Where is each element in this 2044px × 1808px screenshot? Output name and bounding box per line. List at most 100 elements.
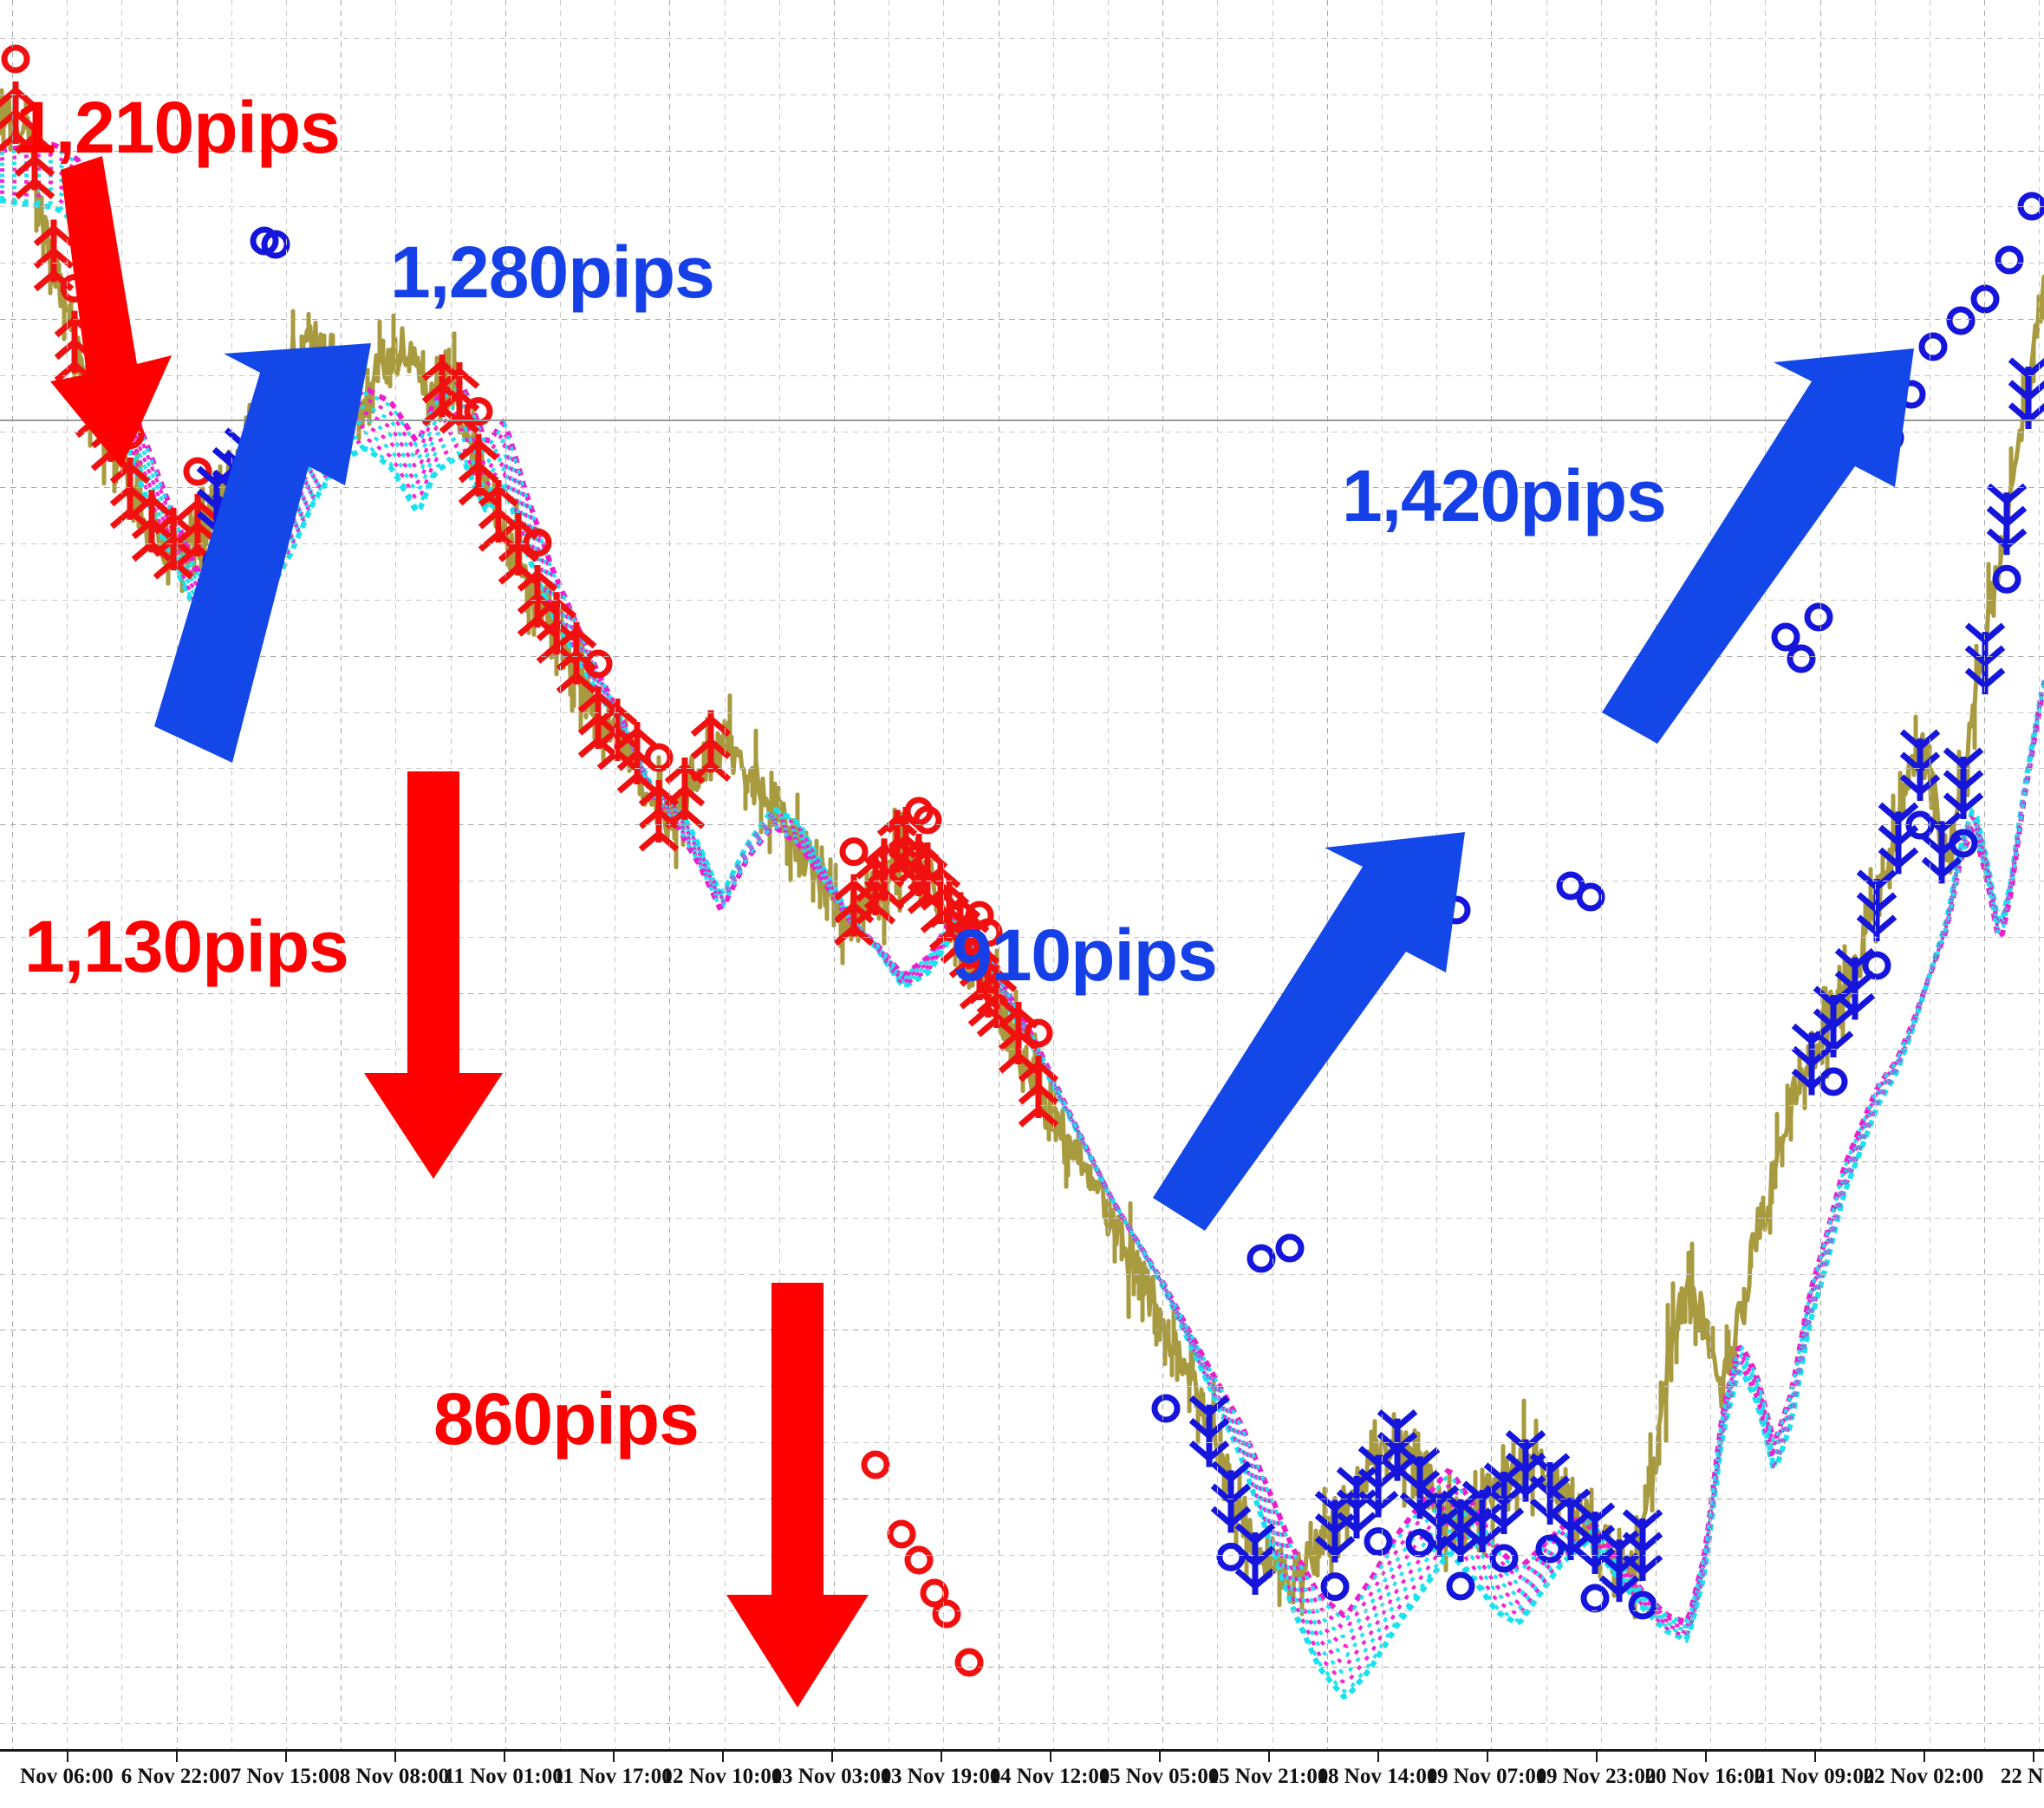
buy-circle-marker [1862, 951, 1891, 980]
x-axis-tick [504, 1751, 505, 1762]
buy-chevron-marker [1550, 1488, 1592, 1560]
cloud-magenta-line [0, 141, 2044, 1626]
buy-chevron-marker [1188, 1395, 1230, 1467]
x-axis-tick [722, 1751, 724, 1762]
x-axis-tick-label: 18 Nov 14:00 [1317, 1765, 1438, 1788]
buy-circle-marker [1949, 829, 1978, 858]
buy-circle-marker [1970, 284, 2000, 314]
x-axis-tick [285, 1751, 287, 1762]
buy-chevron-marker [1943, 747, 1984, 819]
buy-circle-marker [1905, 810, 1935, 840]
annotation-label-860pips: 860pips [433, 1378, 700, 1460]
x-axis-tick-label: 19 Nov 07:00 [1426, 1765, 1547, 1788]
buy-circle-marker [2017, 192, 2044, 221]
x-axis-tick [1487, 1751, 1488, 1762]
sell-chevron-marker [14, 127, 55, 199]
sell-circle-marker [973, 918, 1003, 947]
sell-circle-marker [861, 1450, 890, 1480]
buy-chevron-marker [1986, 483, 2028, 556]
x-axis-tick-label: 7 Nov 15:00 [230, 1765, 341, 1788]
x-axis-tick [2033, 1751, 2034, 1762]
x-axis-tick [1377, 1751, 1379, 1762]
x-axis-tick-label: 8 Nov 08:00 [339, 1765, 450, 1788]
buy-chevron-marker [1529, 1453, 1571, 1525]
x-axis-tick-label: 15 Nov 05:00 [1098, 1765, 1220, 1788]
x-axis-line [0, 1749, 2044, 1752]
x-axis-tick [1159, 1751, 1161, 1762]
buy-circle-marker [1320, 1572, 1350, 1602]
sell-chevron-marker [577, 686, 619, 758]
buy-chevron-marker [1483, 1462, 1525, 1534]
x-axis-tick-label: 11 Nov 01:00 [444, 1765, 563, 1788]
x-axis-tick [1924, 1751, 1925, 1762]
x-axis-tick-label: 22 Nov [2000, 1765, 2044, 1788]
buy-circle-marker [1992, 564, 2021, 594]
buy-circle-marker [1875, 423, 1904, 452]
sell-circle-marker [523, 528, 552, 557]
buy-circle-marker [1804, 602, 1833, 632]
buy-circle-marker [1275, 1233, 1305, 1263]
annotation-label-1210pips: 1,210pips [16, 87, 341, 168]
sell-chevron-marker [885, 807, 927, 879]
sell-chevron-marker [478, 480, 519, 552]
buy-circle-marker [1580, 1584, 1610, 1613]
x-axis-tick-label: 19 Nov 23:00 [1535, 1765, 1657, 1788]
annotation-label-1280pips: 1,280pips [390, 231, 715, 313]
x-axis-tick [831, 1751, 833, 1762]
sell-circle-marker [904, 1545, 934, 1575]
price-line [0, 88, 2044, 1620]
buy-chevron-marker [1964, 622, 2006, 695]
cloud-hatch-row [0, 166, 2044, 1649]
buy-chevron-marker [1461, 1480, 1503, 1552]
sell-circle-marker [932, 1599, 961, 1629]
buy-chevron-marker [1399, 1447, 1441, 1519]
sell-chevron-marker [863, 838, 905, 910]
sell-circle-marker [887, 1519, 916, 1549]
sell-circle-marker [644, 743, 674, 772]
x-axis-tick [1814, 1751, 1816, 1762]
sell-circle-marker [839, 837, 869, 867]
x-axis-tick-label: 14 Nov 12:00 [989, 1765, 1110, 1788]
buy-circle-marker [1787, 644, 1816, 673]
buy-circle-marker [1576, 882, 1605, 912]
x-axis-tick-label: 11 Nov 17:00 [553, 1765, 673, 1788]
buy-circle-marker [1918, 332, 1948, 361]
sell-circle-marker [583, 649, 613, 679]
x-axis-tick [1268, 1751, 1270, 1762]
buy-circle-marker [1535, 1534, 1565, 1564]
sell-circle-marker [920, 1578, 949, 1608]
sell-chevron-marker [928, 879, 970, 951]
sell-circle-marker [464, 397, 493, 426]
x-axis-tick-label: 22 Nov 02:00 [1863, 1765, 1984, 1788]
annotation-label-910pips: 910pips [952, 914, 1218, 996]
buy-circle-marker [1151, 1394, 1181, 1423]
x-axis-tick [1596, 1751, 1598, 1762]
buy-circle-marker [230, 509, 259, 538]
buy-chevron-marker [1357, 1446, 1399, 1518]
buy-chevron-marker [1234, 1523, 1276, 1595]
chart-plot-area[interactable]: 1,210pips 1,280pips 1,130pips 860pips 91… [0, 0, 2044, 1751]
buy-circle-marker [261, 230, 290, 259]
buy-chevron-marker [1856, 869, 1898, 941]
x-axis-tick [613, 1751, 615, 1762]
cloud-hatch-row [0, 159, 2044, 1639]
buy-chevron-marker [1418, 1485, 1460, 1557]
x-axis-tick [67, 1751, 68, 1762]
x-axis-tick-label: 20 Nov 16:00 [1644, 1765, 1766, 1788]
sell-chevron-marker [907, 842, 948, 914]
sell-circle-marker [1024, 1018, 1053, 1048]
buy-circle-marker [1247, 1244, 1276, 1273]
buy-circle-marker [1995, 245, 2024, 275]
buy-chevron-marker [1622, 1509, 1663, 1581]
sell-chevron-marker [967, 955, 1009, 1027]
sell-chevron-marker [690, 710, 732, 782]
buy-chevron-marker [1210, 1460, 1252, 1533]
cloud-hatch-row [0, 153, 2044, 1630]
buy-circle-marker [1771, 622, 1800, 652]
sell-circle-marker [1, 44, 30, 74]
x-axis-tick-label: 13 Nov 19:00 [880, 1765, 1001, 1788]
buy-circle-marker [1946, 306, 1976, 335]
buy-circle-marker [1364, 1527, 1393, 1557]
buy-circle-marker [1216, 1542, 1246, 1571]
cloud-hatch-row [0, 146, 2044, 1625]
